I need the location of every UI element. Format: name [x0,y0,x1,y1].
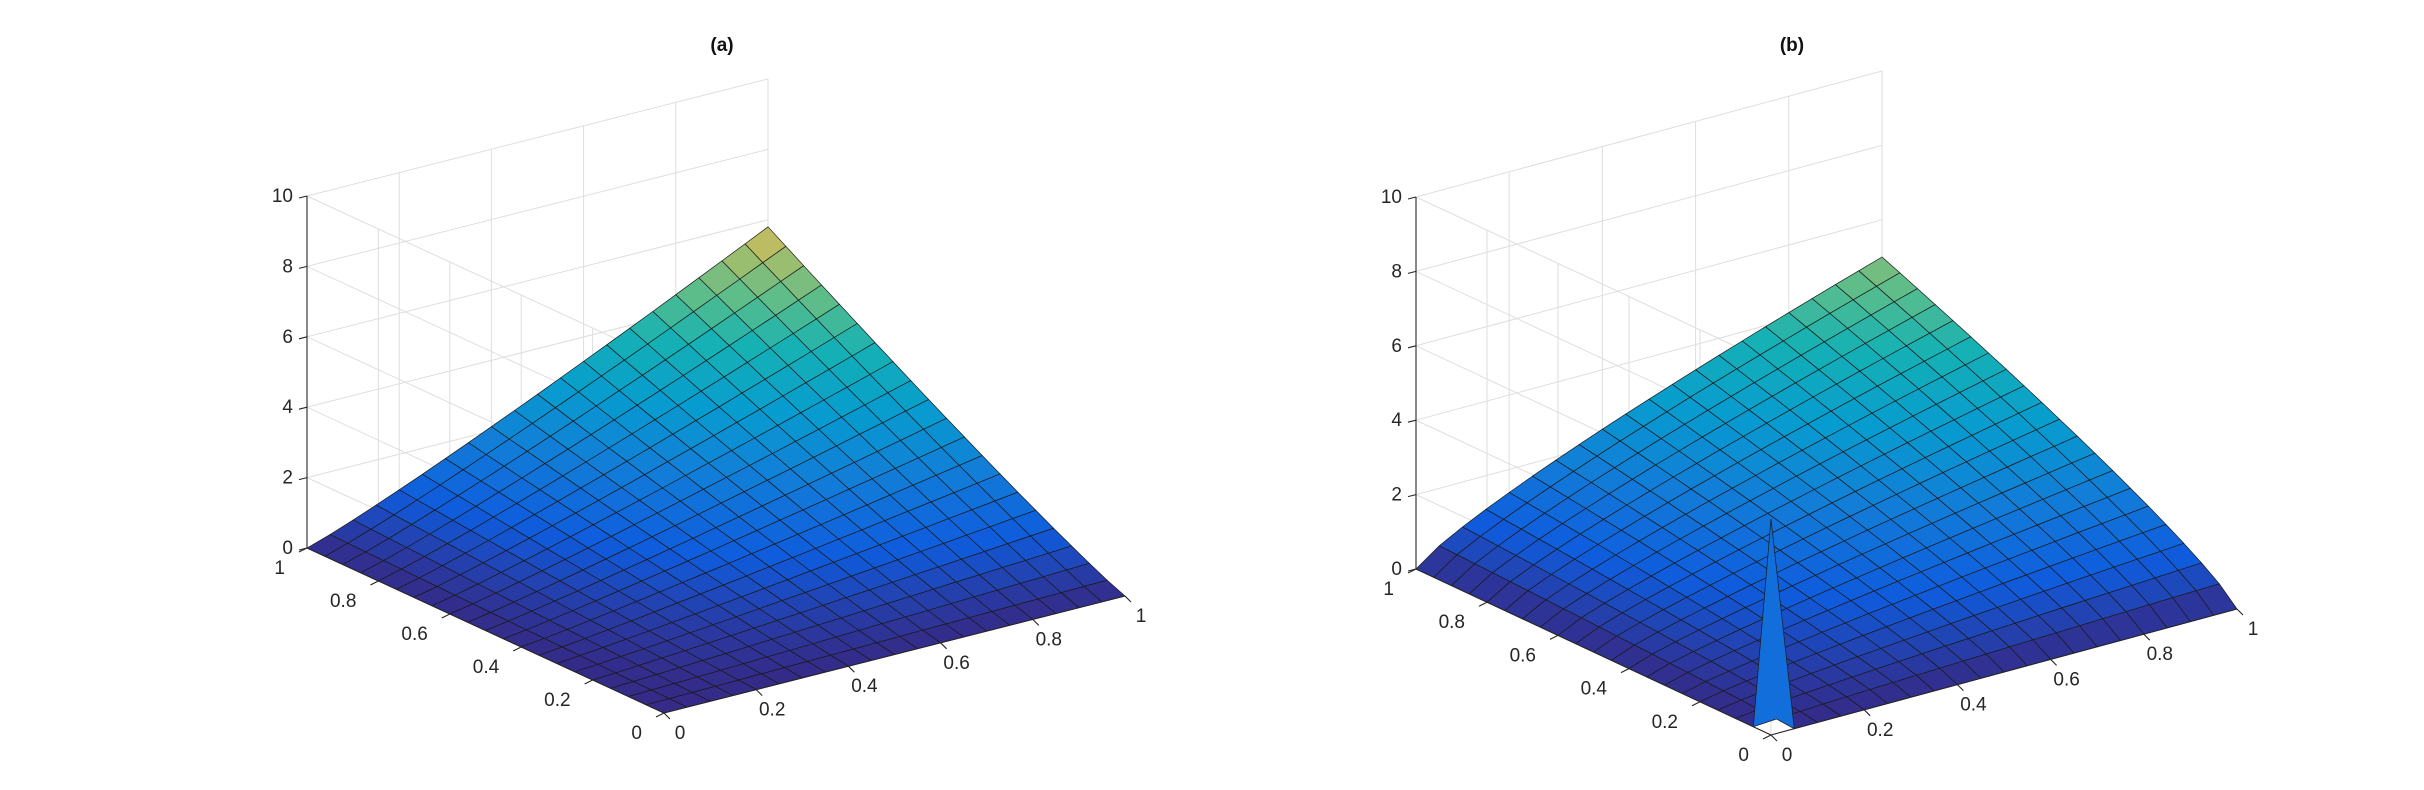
x-tick [1032,619,1040,626]
y-tick [1407,568,1417,574]
z-tick [1407,419,1417,423]
z-tick [298,406,308,410]
plot-title: (a) [710,35,733,56]
x-tick-label: 0.2 [759,700,785,721]
z-tick-label: 10 [272,186,293,207]
z-tick-label: 8 [1391,261,1402,282]
y-tick-label: 0.6 [401,624,427,645]
z-tick [298,336,308,340]
z-tick [1407,345,1417,349]
x-tick [2236,608,2244,616]
y-axis-line [306,547,665,714]
y-tick [1620,668,1630,674]
z-tick [1407,196,1417,200]
x-tick-label: 0.8 [1036,629,1062,650]
surface-facet [1752,518,1795,730]
x-tick [848,665,855,673]
y-tick [584,679,593,685]
x-tick-label: 0 [1782,745,1793,766]
x-tick [1863,709,1871,717]
x-tick [1770,734,1778,742]
z-tick-label: 2 [282,468,293,489]
x-tick-label: 0.2 [1867,720,1893,741]
z-tick [298,265,308,269]
x-tick-label: 1 [1136,606,1147,627]
surface-plot-a: (a) 0 2 4 6 8 10 0 0.2 0.4 0.6 0.8 1 0 0.2 0.4 0.6 0.8 1 [272,35,1146,744]
y-tick [298,547,308,553]
z-tick-label: 0 [1391,559,1402,580]
z-tick [298,195,308,199]
z-tick [298,477,308,481]
x-tick-label: 1 [2248,619,2259,640]
z-tick-label: 2 [1391,485,1402,506]
x-tick [940,642,947,650]
y-tick-label: 0.2 [1652,712,1678,733]
x-tick-label: 0.4 [851,676,878,697]
y-tick-label: 0.2 [544,690,570,711]
y-tick-label: 0.8 [1439,612,1465,633]
y-tick-label: 0.8 [330,591,356,612]
y-tick [1478,601,1488,607]
z-tick-label: 8 [282,256,293,277]
plot-title: (b) [1780,35,1804,56]
z-tick-label: 6 [1391,336,1402,357]
x-tick-label: 0 [675,723,686,744]
x-tick-label: 0.6 [2053,669,2079,690]
z-tick [1407,270,1417,274]
x-tick [1124,595,1132,603]
y-tick [655,712,665,718]
x-axis-line [663,595,1126,714]
z-tick [1407,494,1417,498]
y-tick [1691,701,1701,707]
x-tick-label: 0.4 [1960,695,1987,716]
x-tick [755,689,763,696]
x-tick [2143,633,2151,641]
surface [1415,256,2238,730]
x-tick [1957,684,1964,691]
surface [306,226,1126,714]
y-tick-label: 0.4 [473,657,500,678]
x-tick-label: 0.8 [2147,644,2173,665]
y-tick [441,613,451,619]
x-tick [663,712,671,720]
y-tick [1549,634,1559,640]
y-axis-line [1415,568,1772,736]
y-tick-label: 1 [1383,579,1394,600]
y-tick [1762,734,1772,740]
z-tick-label: 6 [282,327,293,348]
y-tick [370,580,379,586]
y-tick-label: 0.4 [1581,679,1608,700]
z-tick-label: 4 [1391,410,1402,431]
y-tick [512,646,522,652]
y-tick-label: 0.6 [1510,645,1536,666]
x-tick [2050,659,2057,666]
z-tick-label: 0 [282,538,293,559]
z-tick-label: 4 [282,397,293,418]
z-tick-label: 10 [1381,187,1402,208]
x-tick-label: 0.6 [943,653,969,674]
y-tick-label: 0 [631,723,642,744]
surface-plot-b: (b) 0 2 4 6 8 10 0 0.2 0.4 0.6 0.8 1 0 0.2 0.4 0.6 0.8 1 [1212,0,2424,790]
y-tick-label: 1 [274,558,285,579]
x-axis-line [1770,608,2238,736]
y-tick-label: 0 [1738,745,1749,766]
